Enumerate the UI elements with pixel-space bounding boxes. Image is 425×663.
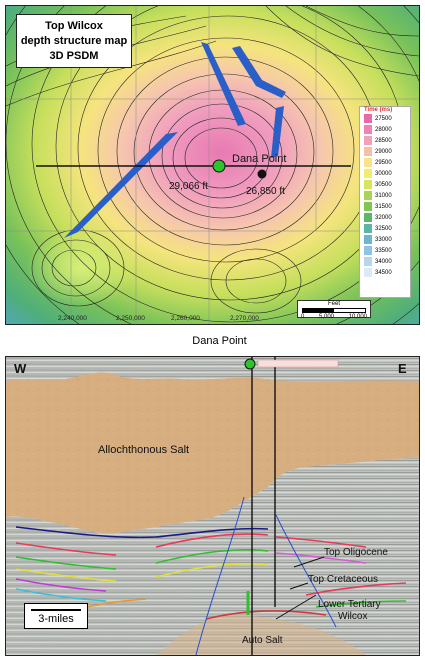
legend-swatch	[364, 246, 372, 255]
legend-swatch	[364, 125, 372, 134]
scale-title: Feet	[327, 301, 340, 307]
wilcox-label: Wilcox	[338, 611, 367, 622]
map-title-line: Top Wilcox	[45, 20, 103, 32]
salt-body	[6, 372, 419, 534]
legend-swatch	[364, 180, 372, 189]
legend-label: 34000	[375, 258, 392, 265]
oligocene-label: Top Oligocene	[324, 547, 388, 558]
seismic-well-title: Dana Point	[192, 335, 247, 347]
legend-swatch	[364, 257, 372, 266]
annotation-arrows	[275, 556, 325, 620]
legend-entry: 34000	[360, 256, 410, 267]
x-tick-labels: 2,240,000 2,250,000 2,260,000 2,270,000	[58, 315, 259, 322]
legend-swatch	[364, 114, 372, 123]
auto-salt-label: Auto Salt	[242, 635, 283, 646]
legend-entry: 34500	[360, 267, 410, 278]
west-label: W	[14, 361, 27, 376]
contour-lines	[6, 6, 419, 324]
legend-entry: 32000	[360, 212, 410, 223]
legend-label: 33500	[375, 247, 392, 254]
legend-title: Time (ms)	[364, 107, 393, 113]
legend-entry: 27500	[360, 113, 410, 124]
seismic-section-panel: W E Allochthonous Salt Top Oligocene Top…	[5, 356, 420, 656]
legend-swatch	[364, 169, 372, 178]
scale-bar	[302, 308, 366, 313]
well-marker-black[interactable]	[257, 169, 267, 179]
legend-entry: 33000	[360, 234, 410, 245]
legend-swatch	[364, 136, 372, 145]
depth-legend: Time (ms) 27500 28000 28500 29000 29500 30000…	[359, 106, 411, 298]
auto-salt-body	[156, 614, 366, 655]
legend-entry: 31000	[360, 190, 410, 201]
structure-map-panel: 2,240,000 2,250,000 2,260,000 2,270,000 …	[5, 5, 420, 325]
legend-rows: 27500 28000 28500 29000 29500 30000 30500 31000…	[360, 113, 410, 278]
well-label: Dana Point	[232, 153, 286, 165]
legend-label: 28000	[375, 126, 392, 133]
map-title-line: depth structure map	[20, 35, 128, 47]
depth-label-b: 26,850 ft	[246, 186, 285, 197]
legend-swatch	[364, 147, 372, 156]
scale-tick: 0	[301, 314, 305, 320]
lower-tertiary-label: Lower Tertiary	[318, 599, 381, 610]
legend-entry: 32500	[360, 223, 410, 234]
well-marker-green[interactable]	[212, 159, 226, 173]
x-tick: 2,270,000	[230, 315, 259, 322]
coordinate-grid	[6, 6, 419, 324]
legend-swatch	[364, 224, 372, 233]
scale-tick: 10,000	[348, 314, 367, 320]
map-title-box: Top Wilcox depth structure map 3D PSDM	[16, 14, 132, 68]
legend-label: 27500	[375, 115, 392, 122]
legend-swatch	[364, 235, 372, 244]
legend-label: 30500	[375, 181, 392, 188]
fault-lines	[195, 496, 337, 655]
legend-entry: 28000	[360, 124, 410, 135]
legend-label: 30000	[375, 170, 392, 177]
legend-label: 29000	[375, 148, 392, 155]
x-tick: 2,240,000	[58, 315, 87, 322]
salt-label: Allochthonous Salt	[98, 444, 189, 456]
seismic-scale-box: 3-miles	[24, 603, 88, 629]
legend-swatch	[364, 213, 372, 222]
x-tick: 2,260,000	[171, 315, 200, 322]
cretaceous-label: Top Cretaceous	[308, 574, 378, 585]
legend-label: 31500	[375, 203, 392, 210]
legend-swatch	[364, 202, 372, 211]
legend-swatch	[364, 158, 372, 167]
legend-swatch	[364, 268, 372, 277]
east-label: E	[398, 361, 407, 376]
well-top-marker[interactable]	[244, 358, 256, 370]
fault-polygons	[64, 42, 286, 238]
legend-entry: 29500	[360, 157, 410, 168]
legend-label: 28500	[375, 137, 392, 144]
x-tick: 2,250,000	[116, 315, 145, 322]
legend-entry: 33500	[360, 245, 410, 256]
legend-label: 34500	[375, 269, 392, 276]
well-tag	[257, 359, 339, 368]
legend-label: 29500	[375, 159, 392, 166]
seismic-scale-label: 3-miles	[38, 613, 74, 625]
horizon-lines	[15, 526, 407, 620]
legend-entry: 30000	[360, 168, 410, 179]
legend-entry: 29000	[360, 146, 410, 157]
map-title-line: 3D PSDM	[49, 50, 99, 62]
map-scale-bar: Feet 0 5,000 10,000	[297, 300, 371, 320]
legend-entry: 30500	[360, 179, 410, 190]
legend-entry: 31500	[360, 201, 410, 212]
legend-entry: 28500	[360, 135, 410, 146]
depth-label-a: 29,066 ft	[169, 181, 208, 192]
seismic-scale-bar	[31, 609, 81, 611]
legend-label: 32000	[375, 214, 392, 221]
legend-label: 31000	[375, 192, 392, 199]
legend-label: 32500	[375, 225, 392, 232]
scale-tick: 5,000	[318, 314, 334, 320]
legend-swatch	[364, 191, 372, 200]
legend-label: 33000	[375, 236, 392, 243]
